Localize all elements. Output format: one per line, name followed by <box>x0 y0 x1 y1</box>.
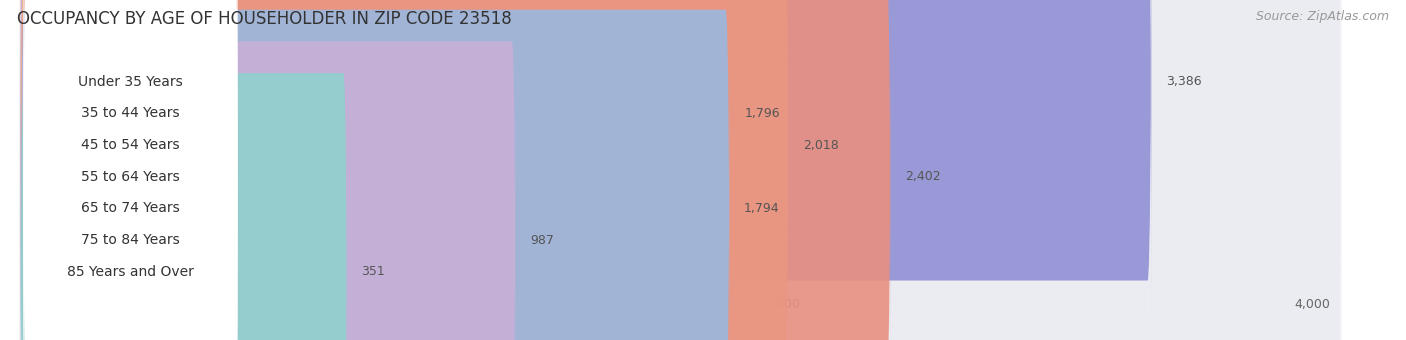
FancyBboxPatch shape <box>21 0 890 340</box>
FancyBboxPatch shape <box>21 0 789 340</box>
FancyBboxPatch shape <box>21 0 730 340</box>
FancyBboxPatch shape <box>20 0 1341 340</box>
Text: Source: ZipAtlas.com: Source: ZipAtlas.com <box>1256 10 1389 23</box>
FancyBboxPatch shape <box>20 0 1341 340</box>
FancyBboxPatch shape <box>24 0 238 340</box>
Text: 987: 987 <box>530 234 554 246</box>
FancyBboxPatch shape <box>21 0 730 340</box>
FancyBboxPatch shape <box>20 0 1341 340</box>
Text: 45 to 54 Years: 45 to 54 Years <box>82 138 180 152</box>
Text: Under 35 Years: Under 35 Years <box>79 75 183 89</box>
FancyBboxPatch shape <box>20 0 1341 340</box>
Text: 65 to 74 Years: 65 to 74 Years <box>82 202 180 216</box>
FancyBboxPatch shape <box>24 0 238 340</box>
FancyBboxPatch shape <box>24 0 238 340</box>
FancyBboxPatch shape <box>21 27 347 340</box>
FancyBboxPatch shape <box>24 0 238 340</box>
Text: 351: 351 <box>361 265 385 278</box>
Text: 1,794: 1,794 <box>744 202 779 215</box>
FancyBboxPatch shape <box>21 0 516 340</box>
Text: 2,402: 2,402 <box>905 170 941 183</box>
Text: 85 Years and Over: 85 Years and Over <box>67 265 194 279</box>
Text: OCCUPANCY BY AGE OF HOUSEHOLDER IN ZIP CODE 23518: OCCUPANCY BY AGE OF HOUSEHOLDER IN ZIP C… <box>17 10 512 28</box>
FancyBboxPatch shape <box>20 0 1341 340</box>
Text: 75 to 84 Years: 75 to 84 Years <box>82 233 180 247</box>
Text: 3,386: 3,386 <box>1166 75 1201 88</box>
FancyBboxPatch shape <box>21 0 1152 326</box>
Text: 35 to 44 Years: 35 to 44 Years <box>82 106 180 120</box>
Text: 1,796: 1,796 <box>744 107 780 120</box>
FancyBboxPatch shape <box>20 0 1341 340</box>
FancyBboxPatch shape <box>24 0 238 340</box>
Text: 55 to 64 Years: 55 to 64 Years <box>82 170 180 184</box>
FancyBboxPatch shape <box>24 0 238 340</box>
Text: 2,018: 2,018 <box>803 139 839 152</box>
FancyBboxPatch shape <box>20 0 1341 340</box>
FancyBboxPatch shape <box>24 0 238 340</box>
